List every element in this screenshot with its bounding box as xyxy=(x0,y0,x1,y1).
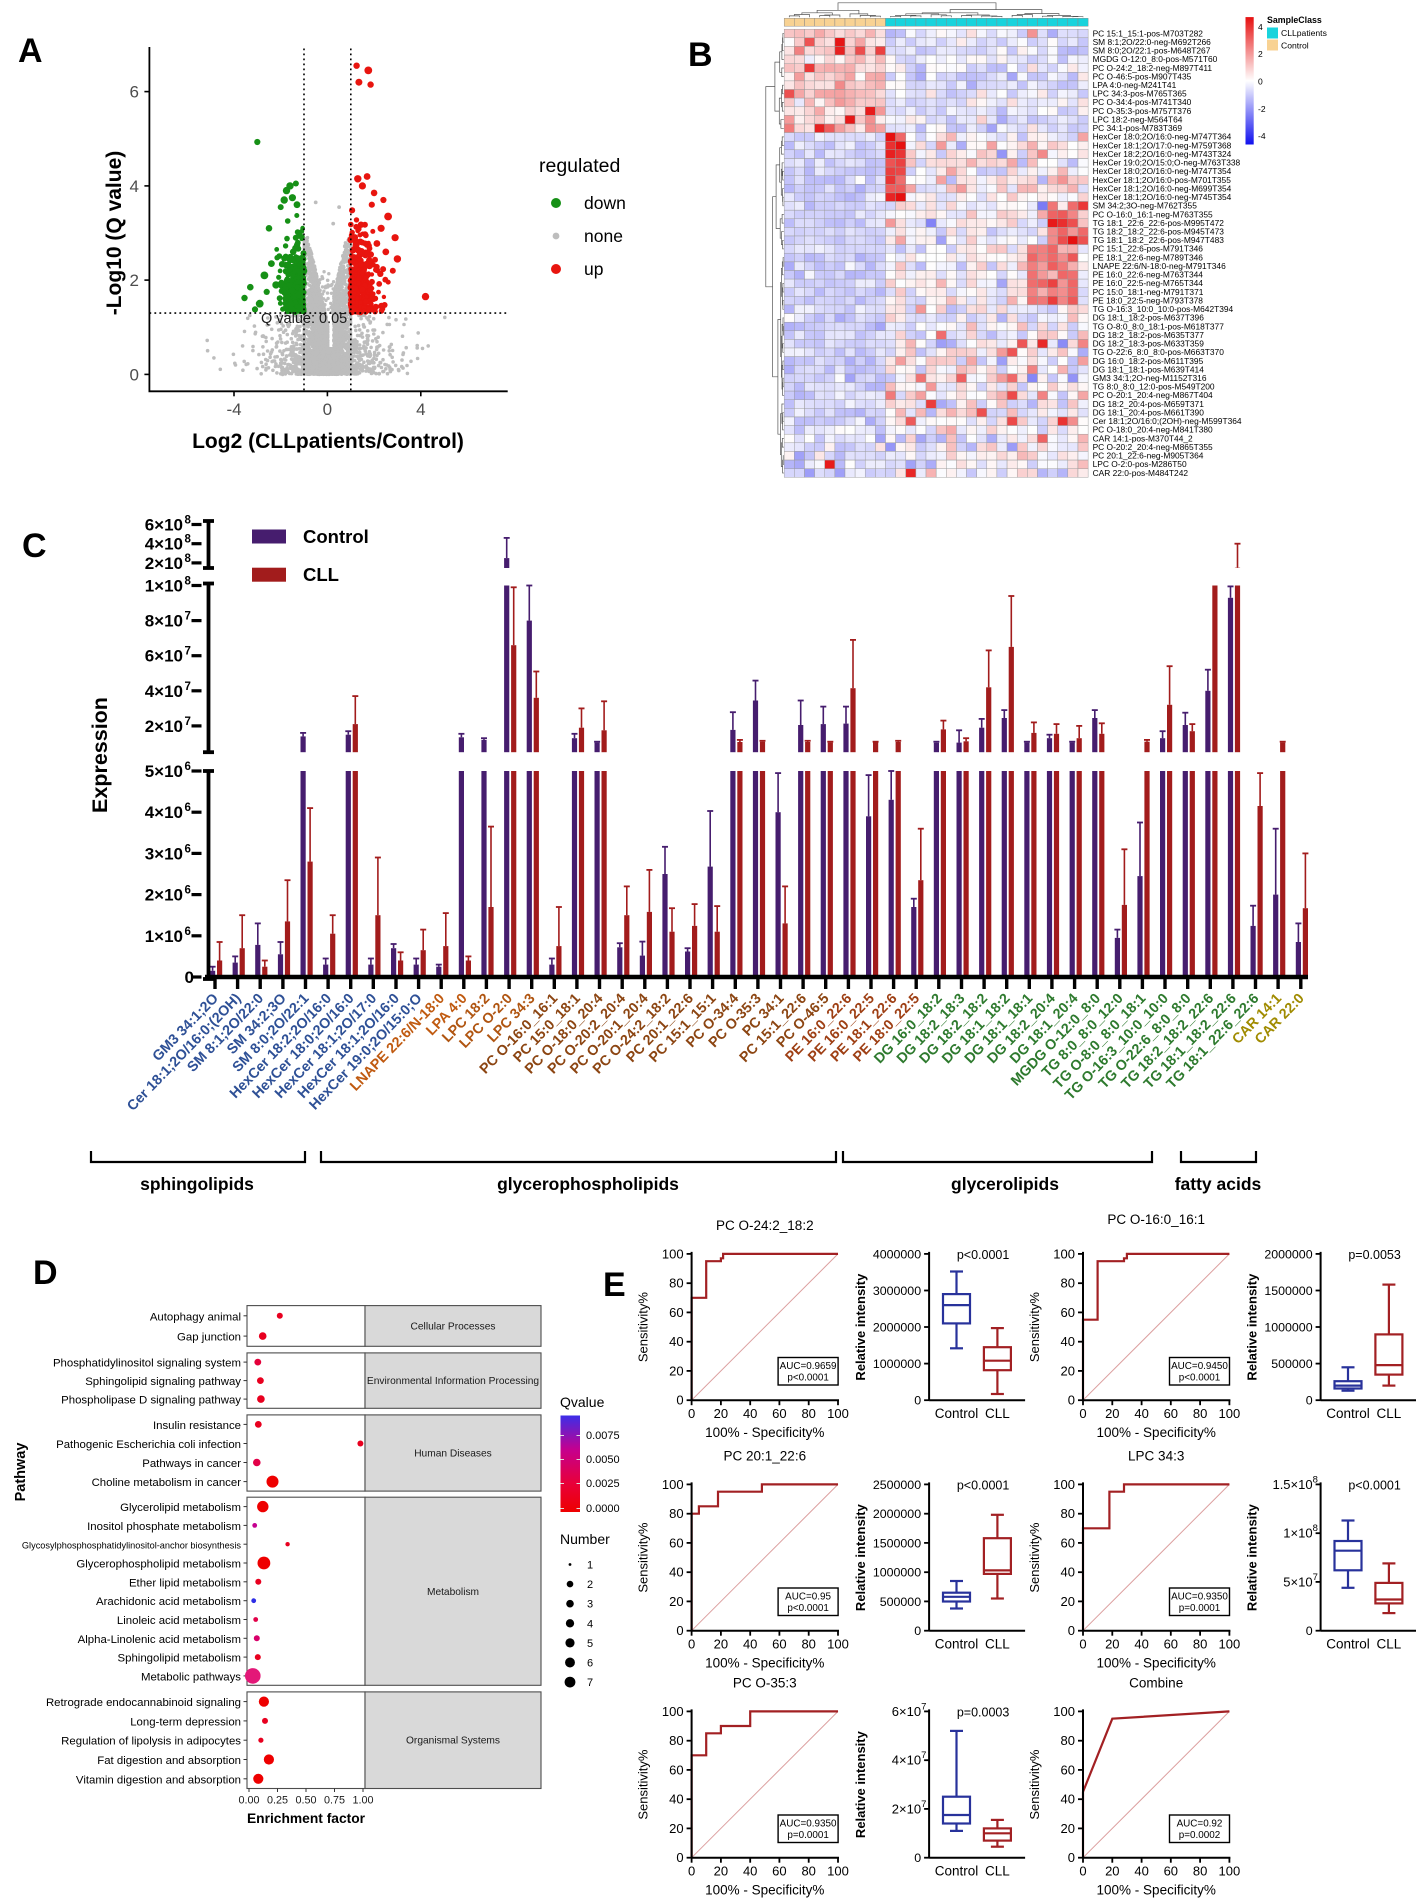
svg-text:A: A xyxy=(18,32,43,70)
